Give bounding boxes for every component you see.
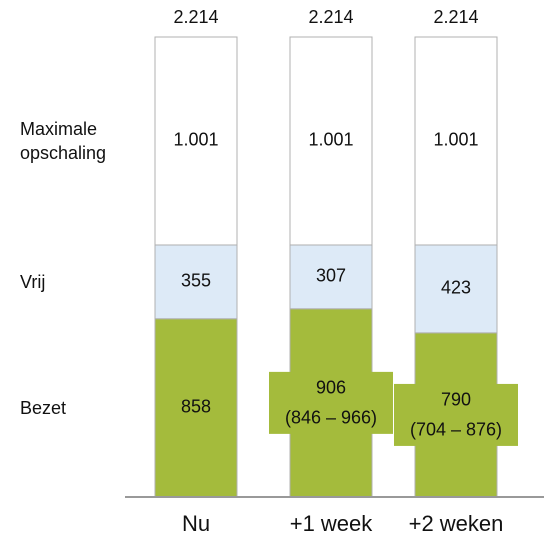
series-label: Maximale opschaling [20, 118, 107, 163]
total-label: 2.214 [433, 7, 478, 27]
bar-segment [154, 36, 238, 246]
x-tick-label: Nu [182, 511, 210, 536]
range-label: (846 – 966) [285, 408, 377, 428]
value-label: 906 [316, 378, 346, 398]
total-label: 2.214 [308, 7, 353, 27]
range-label: (704 – 876) [410, 420, 502, 440]
bar-segment [289, 244, 373, 310]
series-label: Bezet [20, 398, 67, 418]
bar-segment [414, 36, 498, 246]
label-box [394, 383, 518, 446]
x-tick-label: +2 weken [409, 511, 504, 536]
bar-segment [414, 244, 498, 334]
value-label: 423 [441, 278, 471, 298]
series-label: Vrij [20, 271, 46, 292]
value-label: 1.001 [173, 130, 218, 150]
value-label: 307 [316, 266, 346, 286]
value-label: 1.001 [433, 130, 478, 150]
x-tick-label: +1 week [290, 511, 374, 536]
bar-segment [154, 244, 238, 320]
value-label: 790 [441, 390, 471, 410]
total-label: 2.214 [173, 7, 218, 27]
value-label: 1.001 [308, 130, 353, 150]
bar-segment [289, 36, 373, 246]
bar-segment [154, 318, 238, 498]
value-label: 858 [181, 397, 211, 417]
value-label: 355 [181, 271, 211, 291]
label-box [269, 371, 393, 434]
